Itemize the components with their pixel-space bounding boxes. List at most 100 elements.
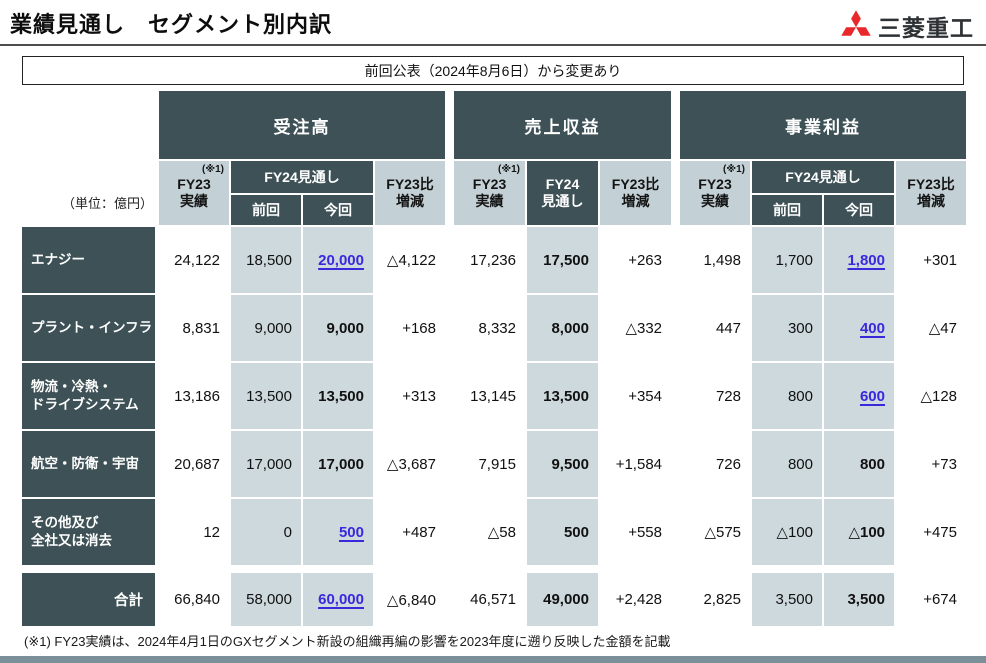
orders-fy23-value: 13,186 (174, 387, 220, 405)
profit-diff-value: △47 (928, 320, 957, 337)
orders-fy23-value: 24,122 (174, 251, 220, 269)
unit-note-cell: （単位：億円） (22, 91, 155, 225)
change-banner: 前回公表（2024年8月6日）から変更あり (22, 56, 964, 85)
total-row-label: 合計 (22, 573, 155, 626)
profit-curr-value: 1,800 (824, 227, 894, 293)
orders-section: 受注高 (※1) FY23 実績 FY24見通し FY23比 増減 前回 今回 … (157, 89, 447, 628)
profit-diff-value: +674 (923, 591, 957, 608)
footnote: (※1) FY23実績は、2024年4月1日のGXセグメント新設の組織再編の影響… (24, 634, 671, 649)
col-header-line: 増減 (621, 193, 650, 209)
orders-curr-value: 20,000 (303, 227, 373, 293)
revenue-fy24-value: 8,000 (527, 295, 598, 361)
col-header-line: FY23比 (386, 175, 434, 192)
col-header-line: 実績 (475, 193, 504, 209)
profit-fy23-value: △575 (704, 524, 741, 541)
profit-prev-value: 800 (752, 431, 822, 497)
profit-curr-value: 600 (824, 363, 894, 429)
revenue-diff-value: +354 (628, 387, 662, 405)
logo-text: 三菱重工 (878, 15, 974, 41)
orders-prev-value: 58,000 (231, 573, 301, 626)
revenue-fy23-value: 7,915 (478, 455, 516, 473)
revenue-fy23-value: 46,571 (470, 591, 516, 608)
spacer (680, 567, 750, 571)
revenue-section: 売上収益 (※1) FY23 実績 FY24 見通し FY23比 増減 17,2… (452, 89, 673, 628)
orders-diff-value: +168 (402, 319, 436, 337)
col-header-line: FY24 (545, 175, 580, 192)
page-title: 業績見通し セグメント別内訳 (10, 12, 333, 37)
revenue-fy23-value: △58 (487, 524, 516, 541)
profit-prev-value: 800 (752, 363, 822, 429)
orders-prev-value: 9,000 (231, 295, 301, 361)
segment-table: （単位：億円） エナジー プラント・インフラ 物流・冷熱・ ドライブシステム 航… (20, 89, 986, 628)
col-header-fy23-actual: (※1) FY23 実績 (159, 161, 229, 225)
orders-diff-value: △4,122 (386, 252, 436, 269)
revenue-diff-value: +1,584 (615, 455, 662, 473)
profit-fy23-value: 1,498 (703, 251, 741, 269)
revenue-fy23-value: 13,145 (470, 387, 516, 405)
orders-curr-value: 500 (303, 499, 373, 565)
col-header-line: FY23 (698, 176, 732, 193)
col-header-line: 実績 (701, 193, 729, 209)
revenue-fy23-value: 17,236 (470, 251, 516, 269)
profit-curr-value: 3,500 (824, 573, 894, 626)
profit-curr-value: △100 (824, 499, 894, 565)
orders-curr-value: 60,000 (303, 573, 373, 626)
col-header-fy24-forecast: FY24見通し (231, 161, 373, 193)
col-header-yoy-diff: FY23比 増減 (375, 161, 445, 225)
profit-diff-value: +73 (931, 455, 957, 473)
revenue-fy24-value: 13,500 (527, 363, 598, 429)
revenue-fy24-value: 9,500 (527, 431, 598, 497)
profit-prev-value: △100 (752, 499, 822, 565)
col-header-previous: 前回 (231, 195, 301, 225)
orders-prev-value: 0 (231, 499, 301, 565)
revenue-diff-value: +558 (628, 523, 662, 541)
spacer (159, 567, 229, 571)
col-header-line: FY23比 (907, 175, 955, 192)
orders-curr-value: 17,000 (303, 431, 373, 497)
col-header-line: FY23 (177, 176, 211, 193)
slide-header: 業績見通し セグメント別内訳 三菱重工 (0, 0, 986, 46)
revenue-fy23-value: 8,332 (478, 319, 516, 337)
row-label-column: （単位：億円） エナジー プラント・インフラ 物流・冷熱・ ドライブシステム 航… (20, 89, 157, 628)
mhi-logo: 三菱重工 (839, 9, 974, 43)
profit-fy23-value: 726 (715, 455, 741, 473)
segment-row-label: エナジー (22, 227, 155, 293)
orders-curr-value: 13,500 (303, 363, 373, 429)
orders-diff-value: +313 (402, 387, 436, 405)
profit-prev-value: 300 (752, 295, 822, 361)
segment-row-label: 物流・冷熱・ ドライブシステム (22, 363, 155, 429)
spacer (22, 567, 155, 571)
footnote-ref: (※1) (202, 164, 224, 175)
profit-curr-value: 400 (824, 295, 894, 361)
revenue-diff-value: △332 (625, 320, 662, 337)
profit-curr-value: 800 (824, 431, 894, 497)
revenue-section-title: 売上収益 (454, 91, 671, 159)
col-header-fy24-forecast: FY24見通し (752, 161, 894, 193)
col-header-fy23-actual: (※1) FY23 実績 (680, 161, 750, 225)
orders-prev-value: 18,500 (231, 227, 301, 293)
profit-fy23-value: 728 (715, 387, 741, 405)
unit-note: （単位：億円） (61, 196, 153, 211)
revenue-fy24-value: 17,500 (527, 227, 598, 293)
segment-row-label: 航空・防衛・宇宙 (22, 431, 155, 497)
col-header-yoy-diff: FY23比 増減 (600, 161, 671, 225)
spacer (454, 567, 525, 571)
col-header-line: 見通し (541, 193, 584, 209)
profit-fy23-value: 447 (715, 319, 741, 337)
orders-fy23-value: 66,840 (174, 591, 220, 608)
footnote-ref: (※1) (498, 164, 520, 175)
revenue-diff-value: +2,428 (615, 591, 662, 608)
revenue-diff-value: +263 (628, 251, 662, 269)
orders-section-title: 受注高 (159, 91, 445, 159)
orders-diff-value: +487 (402, 523, 436, 541)
orders-prev-value: 13,500 (231, 363, 301, 429)
col-header-yoy-diff: FY23比 増減 (896, 161, 966, 225)
segment-row-label: プラント・インフラ (22, 295, 155, 361)
col-header-previous: 前回 (752, 195, 822, 225)
col-header-current: 今回 (303, 195, 373, 225)
orders-prev-value: 17,000 (231, 431, 301, 497)
profit-prev-value: 1,700 (752, 227, 822, 293)
col-header-line: 実績 (180, 193, 208, 209)
profit-fy23-value: 2,825 (703, 591, 741, 608)
col-header-line: FY23比 (611, 175, 660, 192)
